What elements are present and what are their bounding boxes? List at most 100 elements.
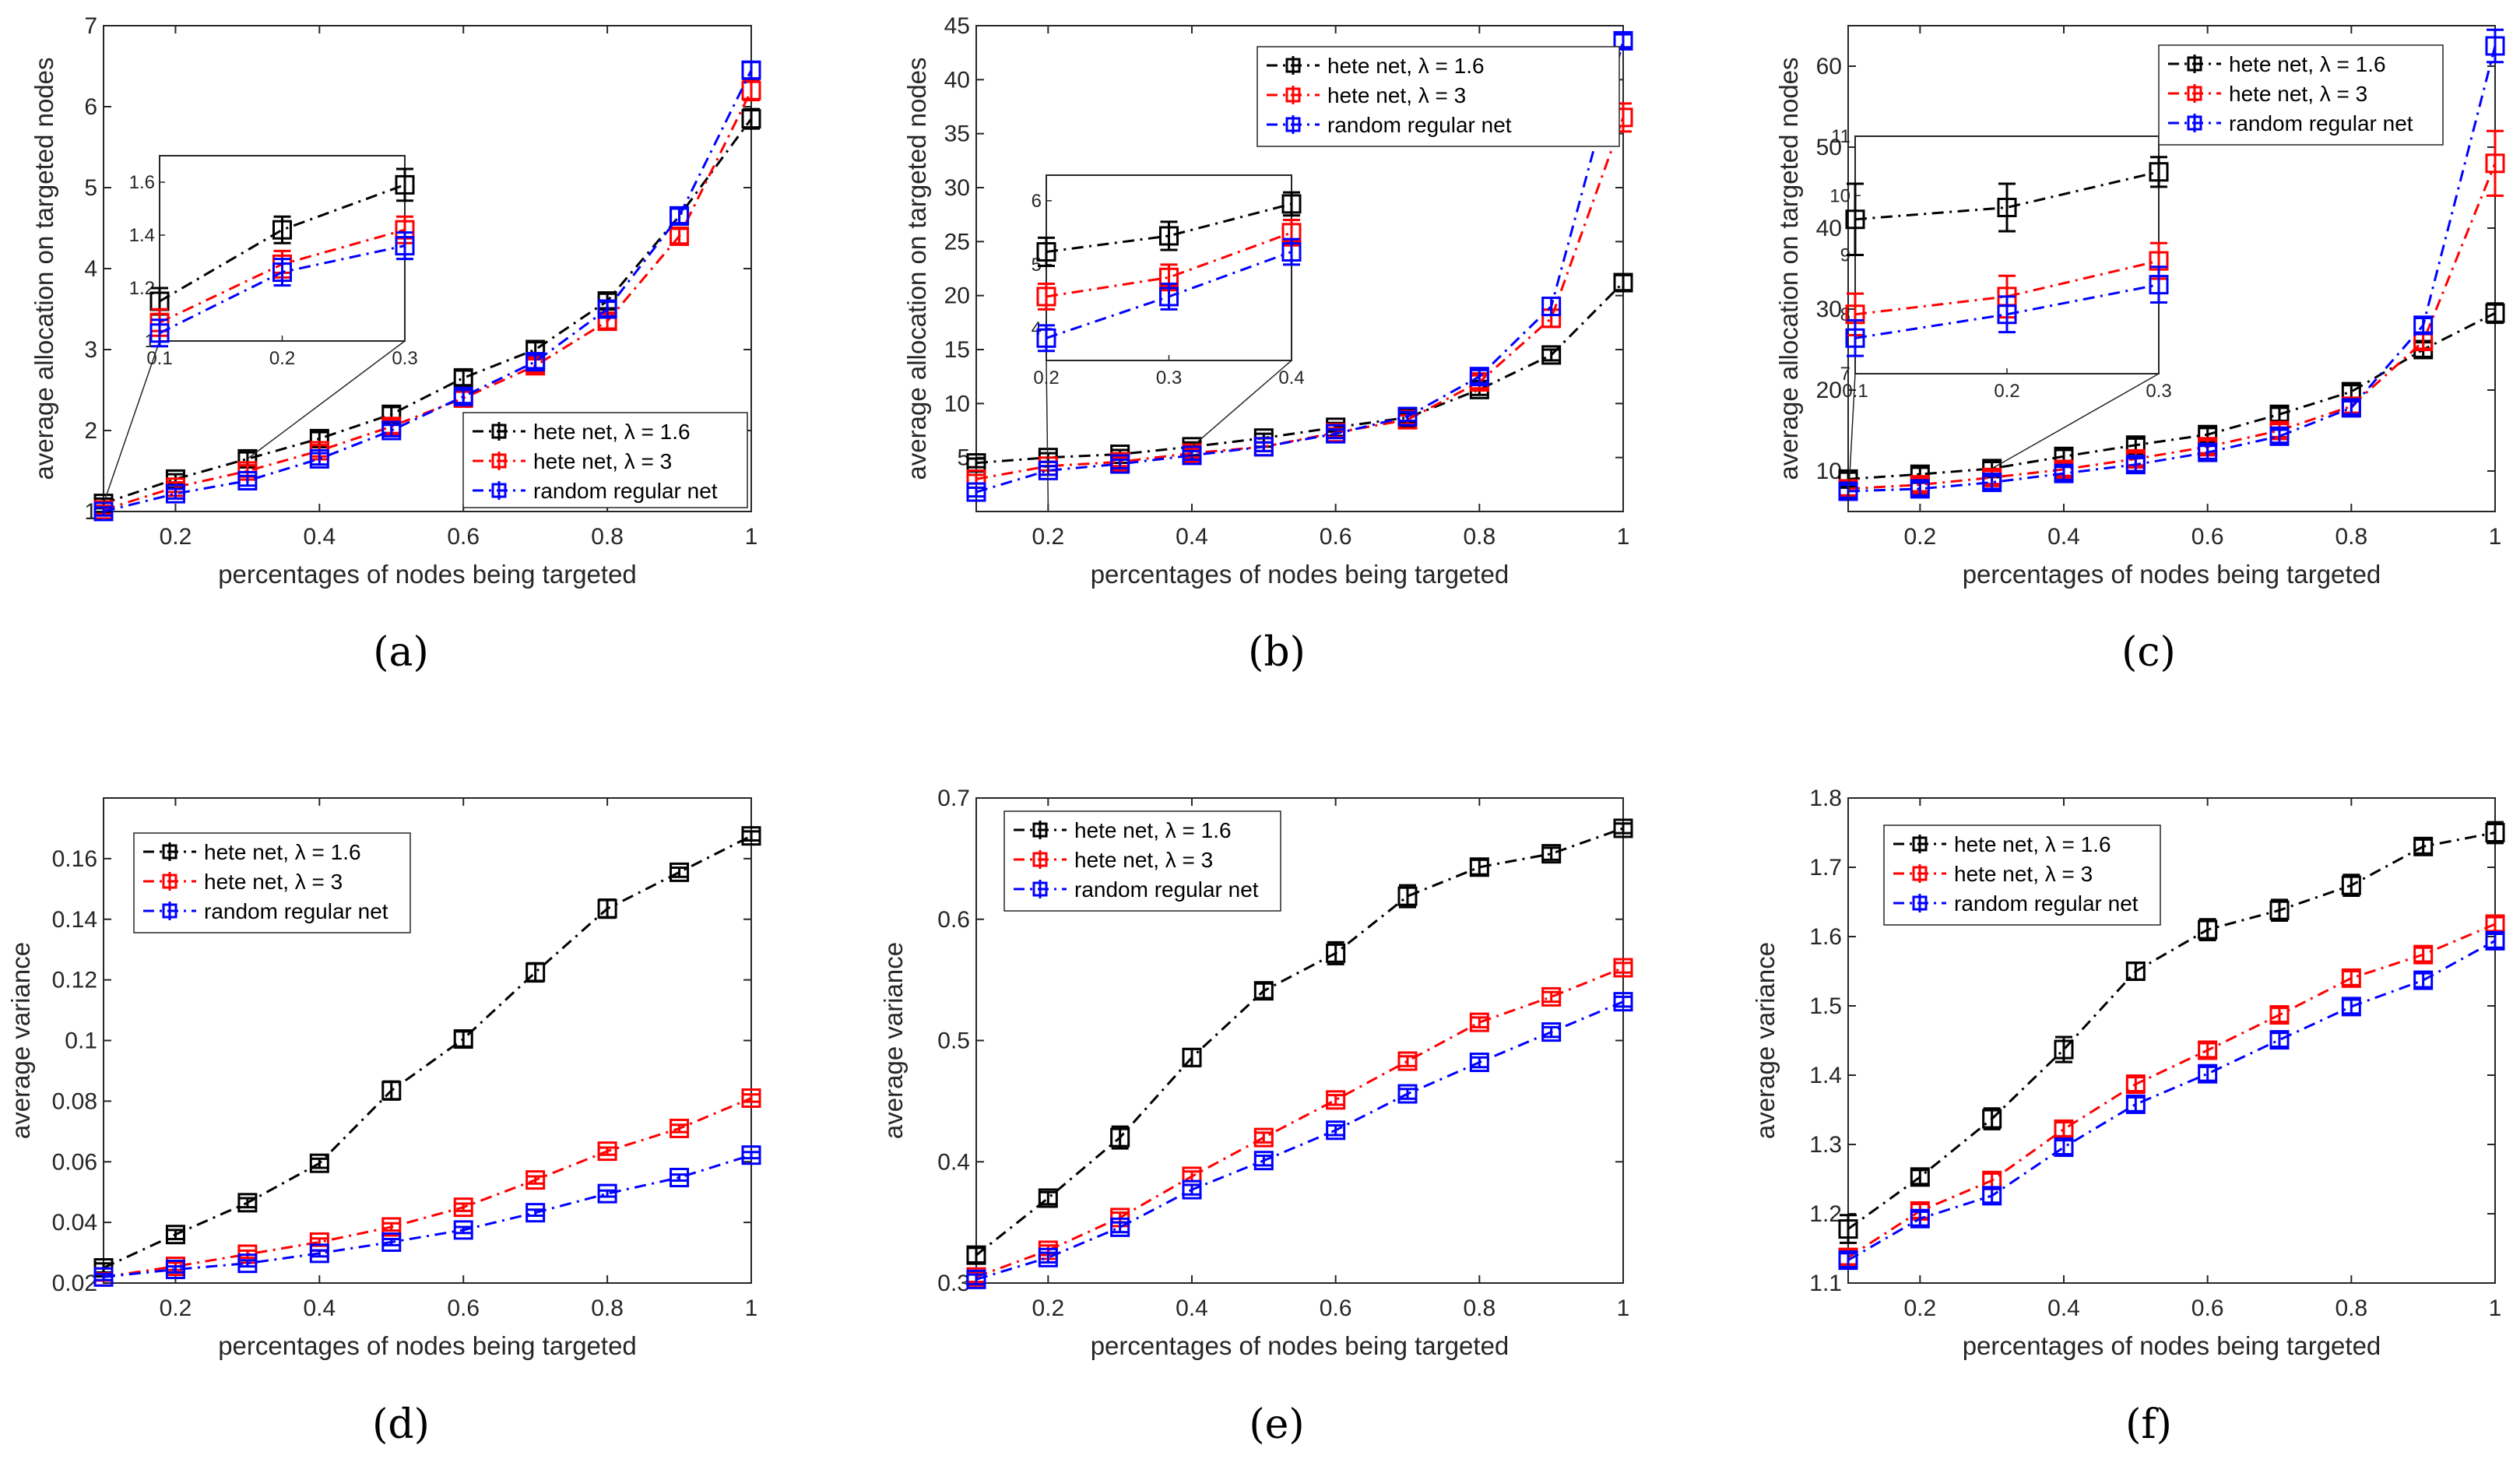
legend-label: hete net, λ = 1.6 bbox=[1074, 818, 1232, 842]
data-point bbox=[1541, 986, 1562, 1007]
x-tick-label: 1 bbox=[1617, 524, 1630, 550]
y-tick-label: 0.6 bbox=[937, 907, 970, 933]
data-point bbox=[1036, 241, 1056, 262]
data-point bbox=[1613, 272, 1633, 293]
y-tick-label: 1.1 bbox=[1809, 1271, 1842, 1296]
data-point bbox=[1982, 1186, 2002, 1206]
x-tick-label: 1 bbox=[745, 1295, 758, 1321]
chart-c: 0.2 0.4 0.6 0.8 1 10 20 30 40 50 60 percentages of … bbox=[1774, 25, 2505, 589]
data-point bbox=[1326, 424, 1346, 444]
zoom-connector bbox=[1191, 360, 1292, 448]
legend-box bbox=[462, 412, 748, 508]
data-point bbox=[2054, 1137, 2074, 1158]
series-line bbox=[975, 1000, 1624, 1281]
y-tick-label: 0.04 bbox=[52, 1210, 97, 1236]
data-point bbox=[2413, 970, 2434, 990]
data-point bbox=[165, 1225, 185, 1245]
chart-e: 0.2 0.4 0.6 0.8 1 0.3 0.4 0.5 0.6 0.7 percentages … bbox=[879, 786, 1633, 1360]
y-tick-label: 15 bbox=[944, 337, 970, 363]
data-point bbox=[1541, 345, 1562, 365]
data-point bbox=[1281, 194, 1302, 214]
data-point bbox=[670, 1167, 690, 1187]
inset-y-tick-label: 11 bbox=[1831, 126, 1850, 147]
data-point bbox=[1997, 198, 2017, 217]
y-tick-label: 10 bbox=[1816, 459, 1842, 484]
series-line bbox=[103, 1154, 752, 1278]
x-tick-label: 0.6 bbox=[447, 1295, 480, 1321]
inset-x-tick-label: 0.3 bbox=[2146, 381, 2171, 402]
legend-marker bbox=[1032, 822, 1048, 838]
data-point bbox=[525, 1170, 546, 1190]
y-tick-label: 1.5 bbox=[1809, 993, 1842, 1019]
data-point bbox=[1469, 1053, 1489, 1073]
legend-label: random regular net bbox=[1327, 113, 1512, 137]
chart-f: 0.2 0.4 0.6 0.8 1 1.1 1.2 1.3 1.4 1.5 1.6 1.7 1.8 per… bbox=[1751, 786, 2505, 1360]
data-point bbox=[1253, 1127, 1274, 1148]
data-point bbox=[741, 826, 761, 846]
y-tick-label: 0.16 bbox=[52, 846, 97, 872]
inset-y-tick-label: 6 bbox=[1032, 191, 1042, 212]
legend-marker bbox=[491, 483, 507, 498]
legend-marker bbox=[1285, 87, 1301, 103]
data-point bbox=[1397, 1084, 1418, 1104]
data-point bbox=[2125, 1074, 2146, 1095]
x-tick-label: 0.8 bbox=[2335, 1295, 2367, 1321]
legend-marker bbox=[491, 453, 507, 469]
x-tick-label: 0.4 bbox=[303, 1295, 336, 1321]
y-tick-label: 20 bbox=[944, 283, 970, 309]
data-point bbox=[966, 482, 986, 502]
data-point bbox=[1845, 328, 1865, 348]
x-tick-label: 0.6 bbox=[2191, 524, 2224, 550]
data-point bbox=[2198, 442, 2218, 462]
legend-label: random regular net bbox=[2229, 111, 2413, 135]
x-tick-label: 1 bbox=[1617, 1295, 1630, 1321]
x-tick-label: 0.6 bbox=[447, 524, 480, 550]
inset-y-tick-label: 4 bbox=[1032, 318, 1042, 339]
data-point bbox=[2413, 944, 2434, 965]
data-point bbox=[2054, 1039, 2074, 1060]
x-tick-label: 0.4 bbox=[1176, 524, 1208, 550]
data-point bbox=[309, 1243, 329, 1264]
y-tick-label: 0.5 bbox=[937, 1028, 970, 1054]
x-tick-label: 1 bbox=[745, 524, 758, 550]
data-point bbox=[1982, 1109, 2002, 1129]
legend-label: hete net, λ = 3 bbox=[1954, 862, 2093, 886]
data-point bbox=[1541, 297, 1562, 317]
y-axis-label: average variance bbox=[879, 942, 908, 1139]
x-tick-label: 0.6 bbox=[1320, 524, 1352, 550]
y-tick-label: 1.8 bbox=[1809, 786, 1842, 811]
data-point bbox=[1613, 30, 1633, 51]
series-line bbox=[1046, 231, 1292, 298]
data-point bbox=[1613, 958, 1633, 978]
y-tick-label: 1.6 bbox=[1809, 924, 1842, 950]
y-tick-label: 45 bbox=[944, 13, 970, 39]
y-tick-label: 20 bbox=[1816, 378, 1842, 403]
data-point bbox=[741, 60, 761, 80]
data-point bbox=[1253, 437, 1274, 457]
legend: hete net, λ = 1.6 hete net, λ = 3 random r… bbox=[1003, 810, 1281, 912]
caption-d: (d) bbox=[372, 1401, 430, 1448]
x-axis-label: percentages of nodes being targeted bbox=[1091, 560, 1510, 589]
y-tick-label: 1.7 bbox=[1809, 855, 1842, 881]
x-tick-label: 0.2 bbox=[1032, 524, 1064, 550]
data-point bbox=[1110, 1127, 1130, 1148]
y-tick-label: 0.08 bbox=[52, 1088, 97, 1114]
data-point bbox=[2269, 1005, 2290, 1025]
data-point bbox=[2341, 875, 2361, 895]
data-point bbox=[1253, 981, 1274, 1001]
x-tick-label: 0.8 bbox=[2335, 524, 2367, 550]
x-tick-label: 0.8 bbox=[591, 524, 624, 550]
data-point bbox=[149, 323, 170, 343]
data-point bbox=[1182, 1179, 1202, 1200]
y-tick-label: 40 bbox=[1816, 216, 1842, 241]
y-tick-label: 1.2 bbox=[1809, 1201, 1842, 1227]
caption-b: (b) bbox=[1248, 629, 1306, 676]
x-axis-label: percentages of nodes being targeted bbox=[218, 1331, 637, 1360]
series-line bbox=[1847, 831, 2496, 1230]
caption-a: (a) bbox=[373, 629, 429, 676]
data-point bbox=[1997, 304, 2017, 325]
data-point bbox=[2485, 153, 2505, 174]
legend-marker bbox=[2187, 115, 2202, 131]
y-axis-label: average variance bbox=[1751, 942, 1780, 1139]
x-tick-label: 0.2 bbox=[160, 1295, 192, 1321]
